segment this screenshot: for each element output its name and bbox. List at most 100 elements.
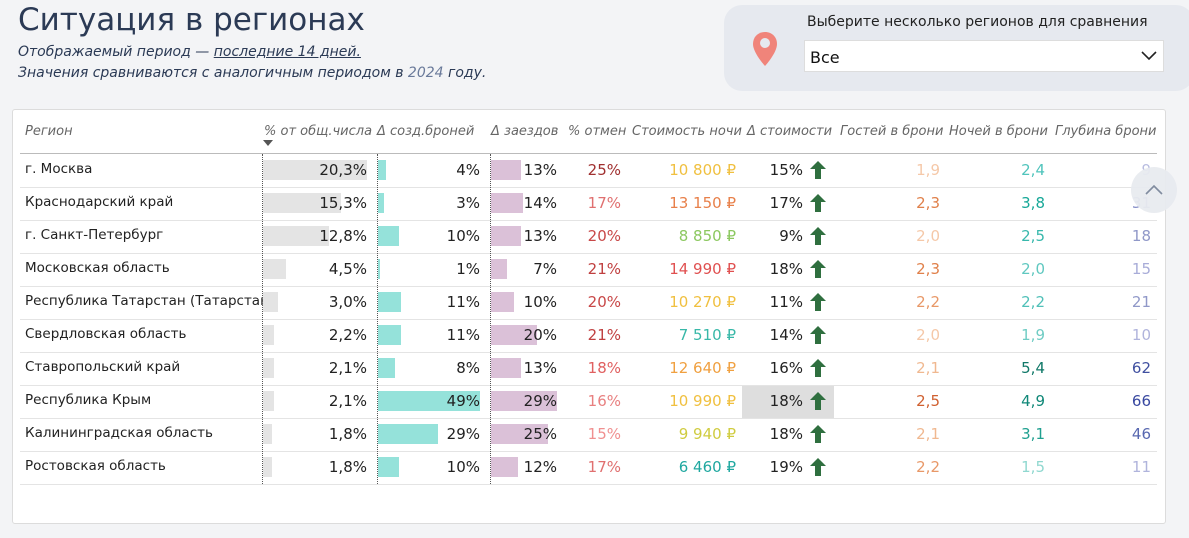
cell-value: 21 — [1131, 293, 1151, 311]
column-header: % отмен — [568, 124, 627, 139]
column-divider — [377, 154, 378, 484]
cell-value: 9% — [779, 227, 803, 245]
cell-value: 9 940 ₽ — [678, 425, 736, 443]
cell-value: 2,0 — [916, 227, 940, 245]
data-bar — [263, 391, 274, 411]
column-divider — [490, 154, 491, 484]
cell-value: 62 — [1131, 359, 1151, 377]
column-header: Глубина брони — [1055, 124, 1157, 139]
cell-value: 2,1 — [916, 359, 940, 377]
cell-value: 2,0 — [916, 326, 940, 344]
cell-value: 1,9 — [916, 161, 940, 179]
row-rule — [20, 352, 1157, 353]
cell-value: 10 990 ₽ — [669, 392, 736, 410]
cell-value: 16% — [587, 392, 621, 410]
cell-value: 10% — [523, 293, 557, 311]
data-bar — [491, 226, 521, 246]
cell-value: 2,2 — [916, 293, 940, 311]
data-bar — [378, 424, 439, 444]
cell-value: 10 270 ₽ — [669, 293, 736, 311]
cell-value: 2,3 — [916, 194, 940, 212]
region-name: Свердловская область — [25, 326, 187, 342]
region-name: Ростовская область — [25, 458, 166, 474]
cell-value: 2,1 — [916, 425, 940, 443]
cell-value: 15 — [1131, 260, 1151, 278]
cell-value: 12 640 ₽ — [669, 359, 736, 377]
up-arrow — [810, 392, 826, 410]
data-bar — [378, 193, 385, 213]
column-divider — [262, 154, 263, 484]
cell-value: 8 850 ₽ — [678, 227, 736, 245]
data-bar — [491, 160, 521, 180]
cell-value: 2,2 — [1021, 293, 1045, 311]
location-icon — [753, 32, 777, 66]
cell-value: 15% — [587, 425, 621, 443]
period-text: Отображаемый период — — [18, 44, 210, 60]
column-header: Δ стоимости — [747, 124, 833, 139]
cell-value: 18% — [769, 260, 803, 278]
cell-value: 21% — [587, 326, 621, 344]
up-arrow — [810, 458, 826, 476]
cell-value: 14 990 ₽ — [669, 260, 736, 278]
cell-value: 2,2 — [916, 458, 940, 476]
cell-value: 17% — [769, 194, 803, 212]
row-rule — [20, 220, 1157, 221]
data-bar — [378, 226, 399, 246]
region-name: г. Москва — [25, 161, 93, 177]
cell-value: 4,9 — [1021, 392, 1045, 410]
cell-value: 13% — [523, 227, 557, 245]
cell-value: 3,1 — [1021, 425, 1045, 443]
cell-value: 46 — [1131, 425, 1151, 443]
compare-year: 2024 — [407, 65, 444, 81]
scroll-chevron — [1145, 184, 1163, 195]
cell-value: 66 — [1131, 392, 1151, 410]
cell-value: 12% — [523, 458, 557, 476]
row-rule — [20, 187, 1157, 188]
data-bar — [263, 259, 287, 279]
compare-text: Значения сравниваются с аналогичным пери… — [18, 65, 404, 81]
up-arrow — [810, 425, 826, 443]
cell-value: 21% — [587, 260, 621, 278]
cell-value: 18% — [769, 392, 803, 410]
page-title: Ситуация в регионах — [18, 2, 365, 38]
cell-value: 1,9 — [1021, 326, 1045, 344]
column-header: Δ заездов — [491, 124, 559, 139]
cell-value: 1,8% — [328, 458, 367, 476]
up-arrow — [810, 293, 826, 311]
region-name: Калининградская область — [25, 425, 213, 441]
cell-value: 12,8% — [319, 227, 367, 245]
up-arrow — [810, 326, 826, 344]
cell-value: 13% — [523, 359, 557, 377]
compare-tail: году. — [448, 65, 487, 81]
dropdown-chevron — [1141, 51, 1157, 61]
scroll-up-button[interactable] — [1131, 167, 1177, 213]
region-dropdown[interactable]: Все — [804, 40, 1164, 72]
column-header: Ночей в брони — [949, 124, 1048, 139]
up-arrow — [810, 260, 826, 278]
cell-value: 4,5% — [328, 260, 367, 278]
cell-value: 6 460 ₽ — [678, 458, 736, 476]
period-line: Отображаемый период — последние 14 дней. — [18, 44, 361, 60]
cell-value: 10 — [1131, 326, 1151, 344]
data-bar — [263, 226, 329, 246]
cell-value: 18% — [587, 359, 621, 377]
data-bar — [491, 358, 521, 378]
cell-value: 7% — [533, 260, 557, 278]
cell-value: 15,3% — [319, 194, 367, 212]
cell-value: 25% — [523, 425, 557, 443]
cell-value: 20,3% — [319, 161, 367, 179]
period-link[interactable]: последние 14 дней. — [213, 44, 361, 60]
data-bar — [263, 457, 273, 477]
cell-value: 8% — [456, 359, 480, 377]
selector-panel: Выберите несколько регионов для сравнени… — [724, 5, 1189, 91]
row-rule — [20, 484, 1157, 485]
cell-value: 20% — [587, 293, 621, 311]
data-bar — [378, 160, 387, 180]
dropdown-value: Все — [810, 48, 840, 67]
cell-value: 7 510 ₽ — [678, 326, 736, 344]
up-arrow — [810, 161, 826, 179]
cell-value: 17% — [587, 194, 621, 212]
cell-value: 3,0% — [328, 293, 367, 311]
cell-value: 13% — [523, 161, 557, 179]
cell-value: 3,8 — [1021, 194, 1045, 212]
